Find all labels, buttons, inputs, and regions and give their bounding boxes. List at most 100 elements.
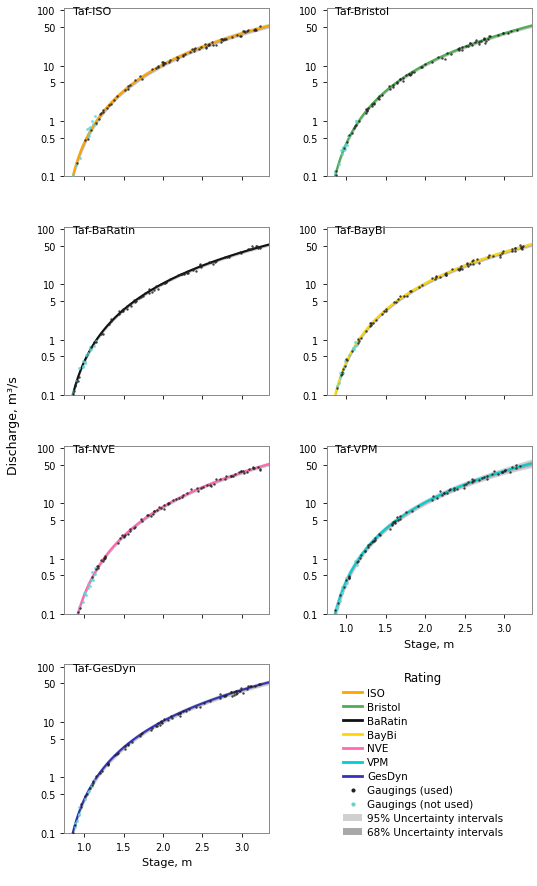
Point [183, 267, 191, 281]
Point [360, 545, 369, 559]
Point [230, 468, 239, 482]
Point [85, 130, 93, 144]
Point [338, 587, 346, 601]
Point [96, 327, 105, 341]
Point [166, 54, 175, 68]
Point [332, 379, 341, 393]
Point [354, 337, 362, 351]
Point [121, 742, 129, 756]
Point [100, 553, 108, 567]
Point [134, 291, 143, 306]
Point [206, 695, 214, 709]
Point [367, 316, 375, 330]
Point [394, 292, 403, 307]
Point [465, 37, 474, 51]
Point [475, 473, 483, 487]
Point [118, 305, 126, 319]
Point [458, 41, 466, 55]
Point [89, 774, 97, 789]
Point [350, 339, 359, 354]
Point [475, 35, 483, 50]
Point [130, 520, 139, 534]
Point [88, 778, 97, 792]
Point [517, 241, 525, 255]
Point [232, 685, 241, 699]
Point [113, 536, 122, 550]
Point [247, 243, 256, 257]
Point [396, 290, 404, 304]
Point [348, 127, 357, 141]
Point [337, 367, 346, 381]
Point [389, 296, 398, 310]
Text: Taf-NVE: Taf-NVE [72, 445, 115, 455]
Point [83, 347, 92, 361]
Point [508, 243, 517, 257]
Point [456, 262, 465, 276]
Point [160, 712, 169, 727]
Point [369, 97, 378, 112]
Point [103, 102, 111, 116]
Point [236, 247, 245, 261]
Point [480, 470, 488, 485]
Point [225, 251, 234, 265]
Point [344, 571, 353, 586]
Point [440, 267, 449, 281]
Point [124, 739, 132, 753]
Point [249, 462, 258, 476]
Point [362, 104, 371, 118]
Point [154, 61, 162, 75]
Point [86, 781, 95, 796]
Point [378, 89, 386, 103]
Point [471, 34, 480, 48]
Point [220, 33, 229, 47]
Point [338, 366, 347, 380]
Point [500, 463, 509, 478]
Point [387, 518, 396, 532]
Point [342, 573, 351, 587]
Point [363, 105, 372, 119]
Point [158, 58, 167, 73]
Point [155, 501, 164, 515]
Point [389, 515, 398, 529]
Point [173, 268, 182, 283]
Point [222, 33, 230, 47]
Point [391, 295, 400, 309]
Point [349, 342, 357, 356]
Point [100, 551, 108, 565]
Point [354, 115, 363, 129]
Legend: ISO, Bristol, BaRatin, BayBi, NVE, VPM, GesDyn, Gaugings (used), Gaugings (not u: ISO, Bristol, BaRatin, BayBi, NVE, VPM, … [342, 670, 504, 838]
Point [139, 289, 148, 303]
Point [339, 362, 347, 377]
Point [239, 464, 248, 478]
Point [156, 501, 165, 516]
Point [343, 130, 352, 144]
Point [386, 522, 394, 536]
Point [507, 245, 516, 259]
Point [385, 83, 394, 97]
Point [252, 239, 261, 253]
Point [344, 571, 353, 585]
Point [69, 387, 77, 401]
Point [247, 680, 256, 694]
Point [222, 688, 230, 703]
Point [499, 245, 507, 259]
Point [101, 550, 110, 564]
Point [371, 531, 379, 545]
Point [176, 709, 185, 723]
Point [78, 595, 87, 609]
Point [339, 142, 347, 156]
Point [516, 238, 524, 253]
Point [120, 739, 129, 753]
Point [159, 55, 168, 69]
Point [116, 532, 125, 546]
Point [507, 461, 516, 475]
Point [468, 254, 477, 268]
Point [244, 462, 253, 477]
Point [202, 41, 211, 55]
Point [145, 283, 154, 297]
Point [141, 286, 149, 300]
Point [88, 778, 97, 792]
Point [121, 83, 129, 97]
Point [83, 133, 92, 147]
Point [354, 334, 363, 348]
